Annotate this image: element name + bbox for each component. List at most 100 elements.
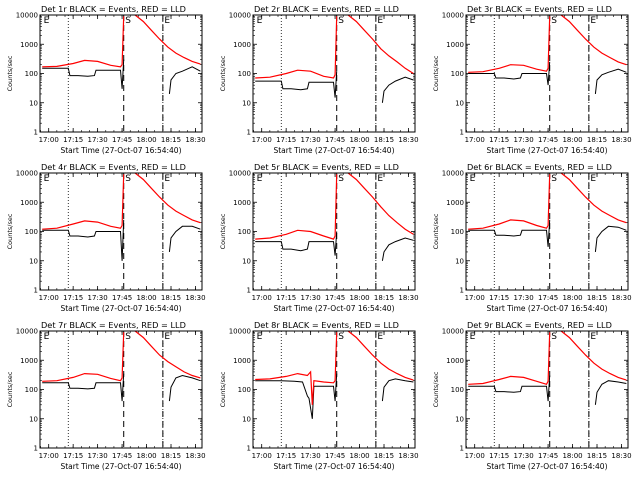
data-layer bbox=[468, 173, 627, 290]
marker-label: S bbox=[125, 16, 131, 26]
x-tick-label: 18:15 bbox=[374, 294, 394, 302]
x-tick-label: 17:00 bbox=[252, 294, 272, 302]
y-tick-label: 100 bbox=[451, 386, 464, 394]
x-axis-label: Start Time (27-Oct-07 16:54:40) bbox=[273, 146, 394, 155]
y-axis-label: Counts/sec bbox=[432, 55, 440, 91]
y-tick-label: 1 bbox=[460, 445, 464, 453]
panel-title: Det 8r BLACK = Events, RED = LLD bbox=[254, 320, 399, 330]
marker-label: E bbox=[377, 174, 383, 184]
data-layer bbox=[255, 15, 414, 132]
x-tick-label: 17:30 bbox=[514, 136, 534, 144]
x-tick-label: 18:30 bbox=[185, 294, 205, 302]
x-tick-label: 18:30 bbox=[611, 136, 631, 144]
x-tick-label: 18:15 bbox=[161, 294, 181, 302]
lld-series-line bbox=[134, 331, 201, 379]
marker-label: S bbox=[551, 174, 557, 184]
y-tick-label: 10 bbox=[29, 99, 38, 107]
data-layer bbox=[255, 173, 414, 290]
events-series-line bbox=[594, 225, 627, 252]
panel-det-2r: Det 2r BLACK = Events, RED = LLD Counts/s… bbox=[219, 4, 419, 155]
x-axis-label: Start Time (27-Oct-07 16:54:40) bbox=[60, 146, 181, 155]
x-tick-label: 17:15 bbox=[63, 452, 83, 460]
events-series-line bbox=[42, 219, 125, 261]
panel-det-5r: Det 5r BLACK = Events, RED = LLD Counts/s… bbox=[219, 162, 419, 313]
lld-series-line bbox=[347, 15, 414, 75]
panel-det-4r: Det 4r BLACK = Events, RED = LLD Counts/s… bbox=[6, 162, 206, 313]
y-tick-label: 100 bbox=[25, 386, 38, 394]
panel-det-6r: Det 6r BLACK = Events, RED = LLD Counts/s… bbox=[432, 162, 632, 313]
x-tick-label: 18:15 bbox=[374, 452, 394, 460]
x-tick-label: 17:30 bbox=[514, 452, 534, 460]
x-tick-label: 17:00 bbox=[465, 294, 485, 302]
x-tick-label: 18:00 bbox=[136, 136, 156, 144]
x-axis-label: Start Time (27-Oct-07 16:54:40) bbox=[486, 304, 607, 313]
y-tick-label: 10 bbox=[242, 257, 251, 265]
y-axis-label: Counts/sec bbox=[432, 213, 440, 249]
y-tick-label: 10000 bbox=[229, 12, 251, 20]
x-axis-label: Start Time (27-Oct-07 16:54:40) bbox=[486, 462, 607, 471]
lld-series-line bbox=[560, 173, 627, 224]
marker-label: E bbox=[377, 332, 383, 342]
x-tick-label: 17:45 bbox=[112, 136, 132, 144]
marker-label: S bbox=[125, 174, 131, 184]
x-tick-label: 17:00 bbox=[252, 136, 272, 144]
marker-label: S bbox=[338, 16, 344, 26]
x-tick-label: 18:15 bbox=[161, 452, 181, 460]
lld-series-line bbox=[134, 15, 201, 65]
marker-label: E bbox=[257, 174, 263, 184]
data-layer bbox=[42, 331, 201, 448]
panel-title: Det 1r BLACK = Events, RED = LLD bbox=[41, 4, 186, 14]
marker-label: E bbox=[257, 332, 263, 342]
y-tick-label: 10 bbox=[242, 99, 251, 107]
plot-frame bbox=[465, 330, 629, 449]
x-tick-label: 18:30 bbox=[611, 452, 631, 460]
y-tick-label: 1 bbox=[247, 129, 251, 137]
x-tick-label: 18:15 bbox=[374, 136, 394, 144]
y-tick-label: 100 bbox=[238, 386, 251, 394]
x-axis-label: Start Time (27-Oct-07 16:54:40) bbox=[60, 304, 181, 313]
lld-series-line bbox=[255, 16, 338, 79]
panel-title: Det 2r BLACK = Events, RED = LLD bbox=[254, 4, 399, 14]
x-tick-label: 18:30 bbox=[398, 294, 418, 302]
lld-series-line bbox=[42, 16, 125, 68]
x-tick-label: 17:45 bbox=[538, 136, 558, 144]
x-tick-label: 18:15 bbox=[587, 294, 607, 302]
x-tick-label: 17:45 bbox=[325, 452, 345, 460]
x-tick-label: 18:00 bbox=[349, 136, 369, 144]
y-axis-label: Counts/sec bbox=[6, 371, 14, 407]
events-series-line bbox=[381, 378, 414, 402]
x-tick-label: 17:45 bbox=[325, 294, 345, 302]
panel-det-9r: Det 9r BLACK = Events, RED = LLD Counts/s… bbox=[432, 320, 632, 471]
x-axis-label: Start Time (27-Oct-07 16:54:40) bbox=[273, 304, 394, 313]
y-tick-label: 10000 bbox=[442, 12, 464, 20]
x-tick-label: 18:00 bbox=[562, 136, 582, 144]
x-tick-label: 18:30 bbox=[185, 452, 205, 460]
events-series-line bbox=[381, 237, 414, 261]
lld-series-line bbox=[468, 16, 551, 73]
events-series-line bbox=[468, 219, 551, 247]
events-series-line bbox=[255, 71, 338, 98]
x-tick-label: 18:00 bbox=[349, 452, 369, 460]
plot-frame bbox=[39, 330, 203, 449]
panel-title: Det 7r BLACK = Events, RED = LLD bbox=[41, 320, 186, 330]
y-tick-label: 10000 bbox=[442, 170, 464, 178]
events-series-line bbox=[168, 66, 201, 94]
marker-label: S bbox=[338, 332, 344, 342]
y-tick-label: 10000 bbox=[229, 170, 251, 178]
y-tick-label: 10000 bbox=[229, 328, 251, 336]
x-tick-label: 18:30 bbox=[185, 136, 205, 144]
x-tick-label: 17:15 bbox=[276, 136, 296, 144]
x-tick-label: 17:30 bbox=[514, 294, 534, 302]
x-tick-label: 17:00 bbox=[465, 452, 485, 460]
y-tick-label: 10 bbox=[455, 415, 464, 423]
x-tick-label: 17:45 bbox=[538, 452, 558, 460]
y-tick-label: 1 bbox=[34, 287, 38, 295]
panel-title: Det 4r BLACK = Events, RED = LLD bbox=[41, 162, 186, 172]
y-tick-label: 1 bbox=[34, 445, 38, 453]
panel-title: Det 9r BLACK = Events, RED = LLD bbox=[467, 320, 612, 330]
data-layer bbox=[42, 173, 201, 290]
y-tick-label: 1000 bbox=[20, 41, 38, 49]
marker-label: E bbox=[377, 16, 383, 26]
y-tick-label: 10 bbox=[455, 99, 464, 107]
